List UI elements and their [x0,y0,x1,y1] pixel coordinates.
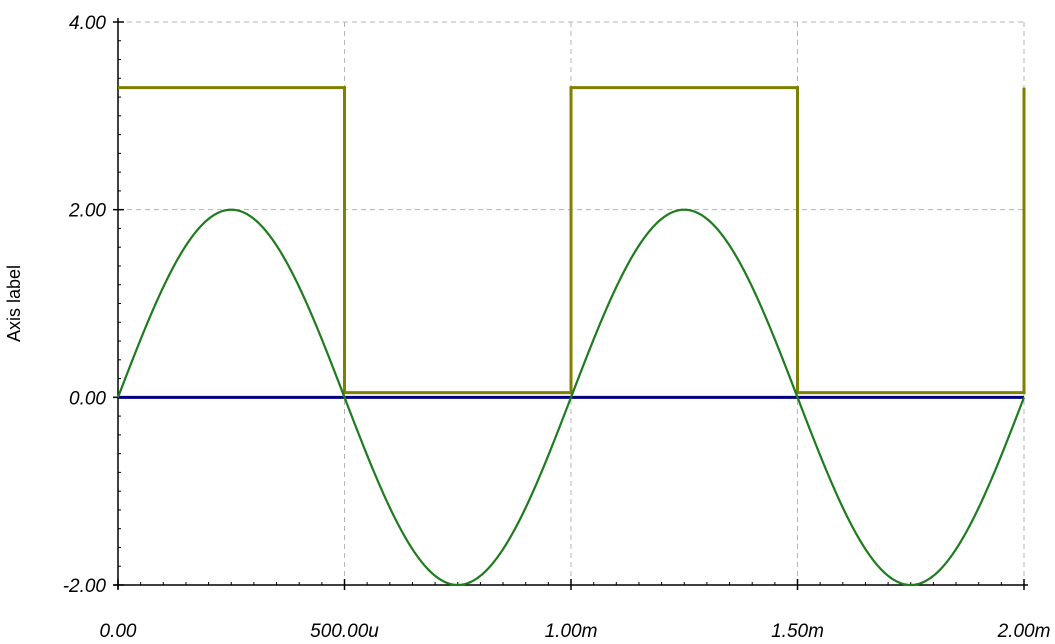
y-axis-title: Axis label [4,265,24,342]
x-tick-label: 1.00m [545,621,598,642]
y-tick-label: 2.00 [68,201,106,222]
x-tick-label: 1.50m [771,621,824,642]
series-line-step [118,86,1026,395]
x-tick-label: 2.00m [997,621,1051,642]
y-tick-label: 4.00 [69,13,106,34]
y-tick-label: -2.00 [63,576,107,597]
series-line-sine [116,208,1026,587]
tick-labels: -2.00 0.00 2.00 4.00 0.00 500.00u 1.00m 1.50m 2.… [63,13,1051,642]
plot-series [116,86,1026,587]
x-tick-label: 0.00 [100,621,137,642]
y-tick-label: 0.00 [69,388,106,409]
x-tick-label: 500.00u [310,621,379,642]
axes [113,18,1028,590]
